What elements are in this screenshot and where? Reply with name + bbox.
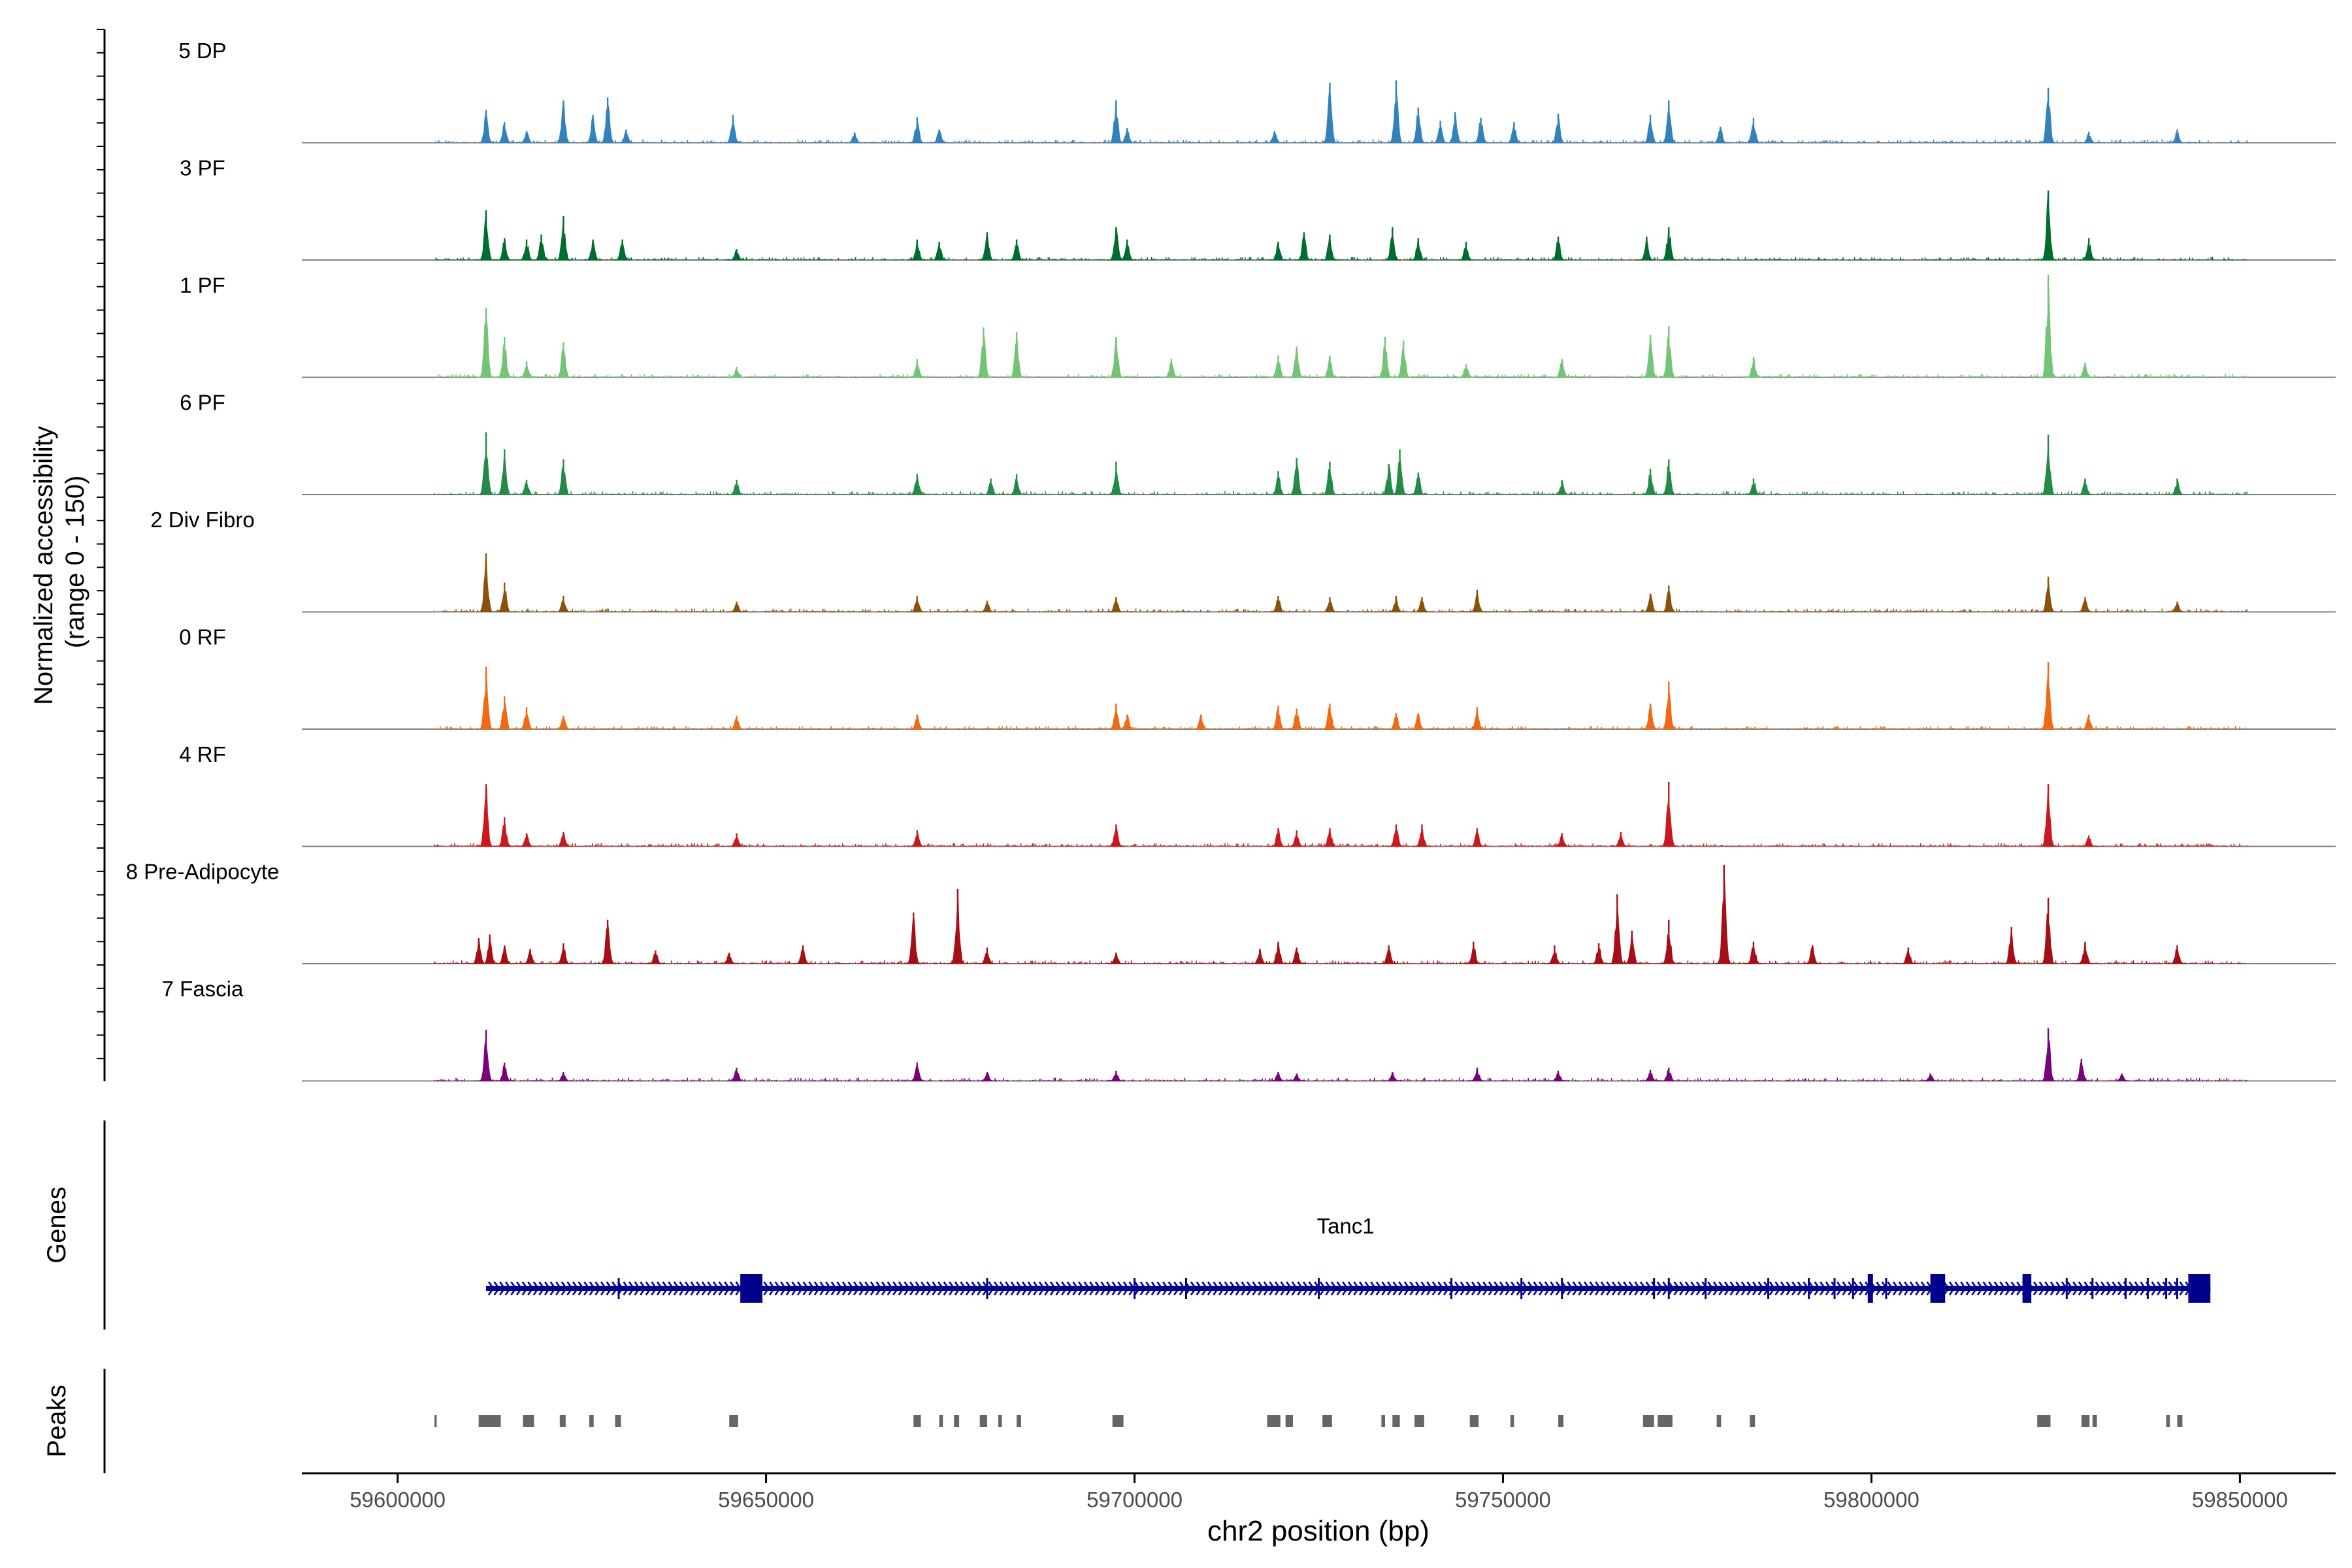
peak-region xyxy=(1642,1415,1654,1427)
peak-region xyxy=(913,1415,921,1427)
track-1-pf: 1 PF xyxy=(180,273,2336,378)
peak-region xyxy=(1112,1415,1124,1427)
track-7-fascia: 7 Fascia xyxy=(162,977,2336,1082)
gene-name: Tanc1 xyxy=(1317,1214,1375,1238)
peak-region xyxy=(559,1415,566,1427)
strand-chevrons xyxy=(487,1281,2202,1296)
track-label: 2 Div Fibro xyxy=(150,508,255,532)
y-axis-label-line1: Normalized accessibility xyxy=(29,426,58,705)
coverage-y-ticks xyxy=(97,29,105,1060)
peak-region xyxy=(589,1415,594,1427)
track-label: 4 RF xyxy=(179,742,226,766)
track-5-dp: 5 DP xyxy=(178,39,2336,144)
peak-region xyxy=(2092,1415,2097,1427)
x-tick-label: 59850000 xyxy=(2192,1488,2288,1512)
track-label: 3 PF xyxy=(180,156,225,180)
track-0-rf: 0 RF xyxy=(179,625,2336,730)
peak-region xyxy=(979,1415,987,1427)
x-tick-label: 59700000 xyxy=(1086,1488,1183,1512)
x-tick-label: 59800000 xyxy=(1823,1488,1919,1512)
peak-region xyxy=(615,1415,621,1427)
exon xyxy=(2188,1274,2211,1303)
track-label: 5 DP xyxy=(178,39,226,63)
peak-region xyxy=(1750,1415,1756,1427)
x-tick-label: 59650000 xyxy=(718,1488,814,1512)
x-tick-label: 59600000 xyxy=(350,1488,446,1512)
track-label: 7 Fascia xyxy=(162,977,244,1001)
peak-region xyxy=(2037,1415,2051,1427)
peak-region xyxy=(729,1415,738,1427)
peak-region xyxy=(939,1415,943,1427)
peak-region xyxy=(1510,1415,1514,1427)
peak-region xyxy=(2177,1415,2183,1427)
track-label: 0 RF xyxy=(179,625,226,649)
peak-region xyxy=(1017,1415,1021,1427)
peak-region xyxy=(1285,1415,1293,1427)
track-6-pf: 6 PF xyxy=(180,391,2336,495)
peak-region xyxy=(1414,1415,1424,1427)
peak-region xyxy=(1716,1415,1722,1427)
x-axis-label: chr2 position (bp) xyxy=(1207,1515,1429,1547)
peak-region xyxy=(434,1415,437,1427)
track-2-div-fibro: 2 Div Fibro xyxy=(150,508,2336,613)
x-tick-label: 59750000 xyxy=(1455,1488,1551,1512)
peak-region xyxy=(1658,1415,1673,1427)
track-8-pre-adipocyte: 8 Pre-Adipocyte xyxy=(126,860,2336,964)
peaks-track-label: Peaks xyxy=(42,1384,71,1457)
exon xyxy=(2022,1274,2032,1303)
genes-track-label: Genes xyxy=(42,1186,71,1264)
track-noise xyxy=(434,726,2246,729)
peak-region xyxy=(2081,1415,2090,1427)
peak-region xyxy=(954,1415,960,1427)
peaks-regions xyxy=(434,1415,2183,1427)
exon xyxy=(740,1274,762,1303)
track-label: 8 Pre-Adipocyte xyxy=(126,860,280,884)
peak-region xyxy=(1392,1415,1400,1427)
track-label: 1 PF xyxy=(180,273,225,297)
peak-region xyxy=(478,1415,501,1427)
peak-region xyxy=(1469,1415,1479,1427)
peak-region xyxy=(998,1415,1002,1427)
peak-region xyxy=(523,1415,534,1427)
x-axis-ticks: 59600000 59650000 59700000 59750000 59800000… xyxy=(350,1473,2288,1512)
peak-region xyxy=(2166,1415,2170,1427)
peak-region xyxy=(1558,1415,1563,1427)
y-axis-label-line2: (range 0 - 150) xyxy=(61,476,90,649)
coverage-tracks: 5 DP 3 PF 1 PF 6 PF 2 Div Fibro 0 RF 4 RF 8 Pre… xyxy=(126,39,2336,1082)
peak-region xyxy=(1381,1415,1385,1427)
exon xyxy=(1930,1274,1946,1303)
y-axis-label: Normalized accessibility (range 0 - 150) xyxy=(29,419,90,705)
gene-model: Tanc1 xyxy=(485,1214,2211,1303)
exon xyxy=(1867,1274,1873,1303)
track-4-rf: 4 RF xyxy=(179,742,2336,847)
peak-region xyxy=(1322,1415,1332,1427)
peak-region xyxy=(1267,1415,1281,1427)
track-label: 6 PF xyxy=(180,391,225,415)
track-3-pf: 3 PF xyxy=(180,156,2336,261)
